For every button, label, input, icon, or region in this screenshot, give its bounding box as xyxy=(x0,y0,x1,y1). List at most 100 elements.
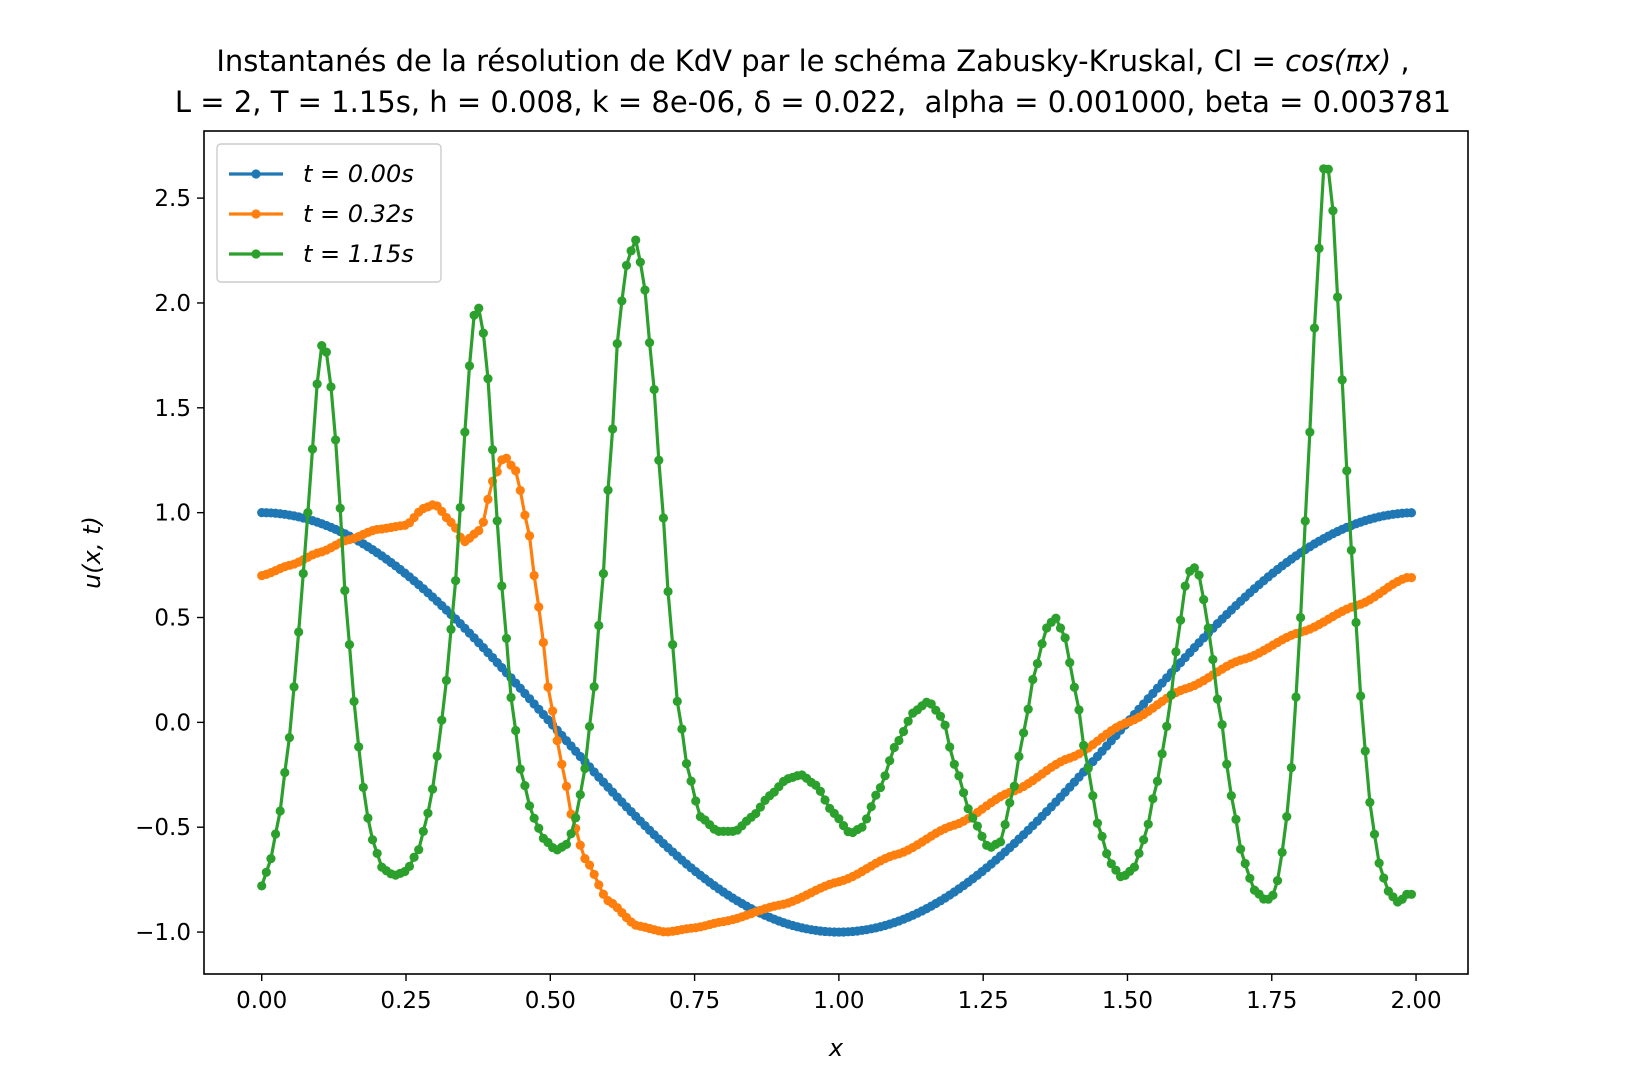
data-point xyxy=(335,503,345,513)
data-point xyxy=(584,860,595,870)
data-point xyxy=(1212,694,1223,704)
legend-entry: t = 0.00s xyxy=(303,160,414,188)
data-point xyxy=(972,821,983,831)
data-point xyxy=(1139,835,1149,845)
x-tick-label: 0.00 xyxy=(236,988,287,1014)
data-point xyxy=(1328,206,1338,216)
data-point xyxy=(275,806,285,816)
series-line xyxy=(261,511,1412,934)
data-point xyxy=(427,784,438,794)
data-point xyxy=(1305,427,1315,437)
y-tick-label: 1.0 xyxy=(154,501,191,527)
data-point xyxy=(1356,691,1366,701)
data-point xyxy=(875,783,886,793)
data-point xyxy=(1014,751,1024,762)
title-suffix: , xyxy=(1391,44,1410,78)
x-tick-label: 1.50 xyxy=(1102,988,1153,1014)
data-point xyxy=(885,756,895,766)
data-point xyxy=(1203,623,1213,633)
data-point xyxy=(423,808,433,818)
data-point xyxy=(409,852,419,862)
y-tick-label: 2.0 xyxy=(154,291,191,317)
data-point xyxy=(404,861,415,871)
data-point xyxy=(474,525,484,536)
data-point xyxy=(529,813,539,823)
y-tick-label: 0.5 xyxy=(154,606,191,632)
data-point xyxy=(487,445,498,455)
data-point xyxy=(340,585,350,596)
x-axis-label: x xyxy=(828,1034,844,1062)
data-point xyxy=(1208,654,1218,665)
data-point xyxy=(538,637,548,648)
data-point xyxy=(566,829,576,839)
data-point xyxy=(1079,740,1089,750)
data-point xyxy=(617,296,627,306)
data-point xyxy=(483,494,493,504)
data-point xyxy=(1009,781,1019,791)
data-point xyxy=(266,854,276,864)
data-point xyxy=(1175,615,1186,625)
data-point xyxy=(1406,889,1417,899)
data-point xyxy=(1157,749,1167,759)
data-point xyxy=(1134,848,1144,859)
data-point xyxy=(1268,890,1278,900)
data-point xyxy=(511,725,521,736)
data-point xyxy=(441,675,452,686)
axes-frame xyxy=(203,130,1469,975)
data-point xyxy=(575,790,585,800)
data-point xyxy=(418,826,428,837)
data-point xyxy=(289,682,299,692)
data-point xyxy=(437,715,447,725)
data-point xyxy=(261,867,271,877)
data-point xyxy=(672,696,682,706)
x-tick-label: 0.50 xyxy=(525,988,576,1014)
data-point xyxy=(889,742,899,753)
x-tick-label: 0.75 xyxy=(669,988,720,1014)
data-point xyxy=(751,808,761,819)
data-point xyxy=(861,814,872,824)
legend-marker xyxy=(251,209,261,219)
data-point xyxy=(520,781,530,791)
data-point xyxy=(580,763,590,774)
data-point xyxy=(1028,674,1038,685)
data-point xyxy=(658,513,669,523)
data-point xyxy=(1406,508,1417,518)
data-point xyxy=(1148,794,1158,804)
data-point xyxy=(307,444,318,454)
data-point xyxy=(474,303,484,313)
data-point xyxy=(954,771,964,781)
data-point xyxy=(548,706,558,716)
data-point xyxy=(1374,858,1384,868)
data-point xyxy=(543,682,553,692)
data-point xyxy=(312,379,322,389)
data-point xyxy=(820,795,830,805)
data-point xyxy=(511,466,521,476)
data-point xyxy=(1194,570,1204,580)
data-point xyxy=(1314,243,1324,253)
data-point xyxy=(367,835,378,845)
data-point xyxy=(612,338,622,349)
data-point xyxy=(866,802,876,812)
data-point xyxy=(1406,573,1417,583)
data-point xyxy=(594,880,604,890)
data-point xyxy=(1346,545,1357,555)
data-point xyxy=(1162,721,1172,731)
data-point xyxy=(1092,818,1103,828)
data-point xyxy=(668,640,678,650)
data-point xyxy=(257,881,267,891)
data-point xyxy=(1231,814,1241,825)
data-point xyxy=(1245,873,1255,883)
data-point xyxy=(603,485,613,495)
data-point xyxy=(1300,516,1310,526)
y-tick-label: −1.0 xyxy=(135,920,191,946)
data-point xyxy=(552,736,562,746)
data-point xyxy=(1332,292,1343,302)
data-point xyxy=(321,347,331,357)
data-point xyxy=(534,823,544,833)
data-point xyxy=(515,485,525,496)
data-point xyxy=(1129,862,1139,872)
data-point xyxy=(1365,797,1375,807)
data-point xyxy=(1226,791,1236,801)
data-point xyxy=(1189,563,1200,573)
